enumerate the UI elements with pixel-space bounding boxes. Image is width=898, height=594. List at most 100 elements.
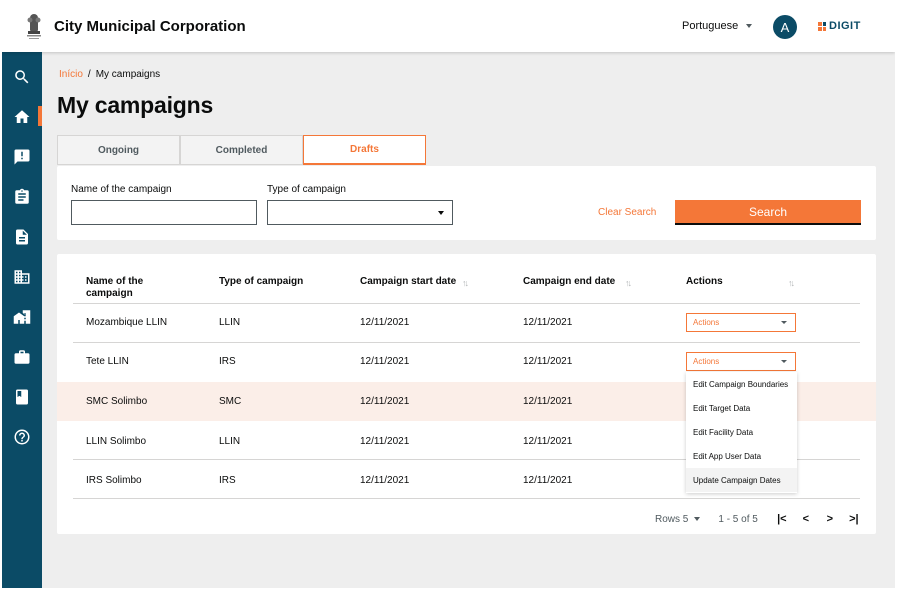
sidebar-item-city[interactable] (2, 303, 42, 331)
search-card: Name of the campaign Type of campaign Cl… (57, 166, 876, 240)
last-page-icon[interactable]: >| (849, 513, 859, 525)
header-campaign-name: Name of the campaign (86, 276, 144, 299)
sidebar-item-help[interactable] (2, 423, 42, 451)
avatar[interactable]: A (773, 15, 797, 39)
cell-type: SMC (219, 396, 242, 407)
header-start-date: Campaign start date (360, 276, 457, 287)
table-row: Mozambique LLIN LLIN 12/11/2021 12/11/20… (57, 304, 876, 343)
home-icon (14, 110, 30, 123)
cell-type: LLIN (219, 436, 241, 447)
menu-item-edit-facility-data[interactable]: Edit Facility Data (693, 427, 754, 437)
menu-item-edit-campaign-boundaries[interactable]: Edit Campaign Boundaries (693, 379, 789, 389)
sidebar-item-reports[interactable] (2, 383, 42, 411)
cell-type: IRS (219, 475, 236, 486)
org-title: City Municipal Corporation (54, 18, 246, 35)
actions-label: Actions (693, 357, 720, 366)
cell-end-date: 12/11/2021 (523, 317, 573, 328)
digit-logo: DIGIT (818, 20, 861, 32)
cell-name: Mozambique LLIN (86, 317, 168, 328)
tab-drafts[interactable]: Drafts (303, 135, 426, 165)
top-header: City Municipal Corporation Portuguese A … (2, 2, 895, 52)
sidebar-item-tasks[interactable] (2, 183, 42, 211)
campaign-type-select[interactable] (267, 200, 453, 225)
header-end-date: Campaign end date (523, 276, 616, 287)
tab-completed[interactable]: Completed (180, 135, 303, 165)
cell-end-date: 12/11/2021 (523, 356, 573, 367)
cell-name: IRS Solimbo (86, 475, 142, 486)
page-range: 1 - 5 of 5 (718, 513, 758, 525)
breadcrumb-separator: / (87, 69, 91, 80)
clipboard-icon (15, 188, 29, 204)
sidebar-item-work[interactable] (2, 343, 42, 371)
chevron-down-icon (746, 24, 753, 28)
sidebar-item-organisation[interactable] (2, 263, 42, 291)
breadcrumb-current: My campaigns (95, 69, 161, 80)
language-value: Portuguese (682, 20, 739, 32)
help-icon (14, 429, 30, 445)
chevron-down-icon[interactable] (694, 517, 701, 521)
digit-mark-icon (818, 21, 826, 31)
campaign-name-label: Name of the campaign (71, 184, 172, 195)
language-selector[interactable]: Portuguese (682, 20, 753, 32)
sidebar-item-complaints[interactable] (2, 143, 42, 171)
tab-ongoing[interactable]: Ongoing (57, 135, 180, 165)
cell-type: IRS (219, 356, 236, 367)
menu-item-edit-app-user-data[interactable]: Edit App User Data (693, 451, 762, 461)
menu-item-edit-target-data[interactable]: Edit Target Data (693, 403, 751, 413)
state-emblem-icon (27, 14, 41, 39)
sort-icon[interactable]: ↑↓ (462, 278, 469, 288)
cell-start-date: 12/11/2021 (360, 436, 410, 447)
sidebar-item-home[interactable] (2, 103, 42, 131)
rows-per-page[interactable]: Rows 5 (655, 513, 689, 525)
cell-name: SMC Solimbo (86, 396, 148, 407)
first-page-icon[interactable]: |< (777, 513, 787, 525)
city-icon (13, 310, 31, 324)
actions-menu: Edit Campaign Boundaries Edit Target Dat… (686, 372, 797, 493)
table-row: IRS Solimbo IRS 12/11/2021 12/11/2021 (57, 460, 876, 499)
sort-icon[interactable]: ↑↓ (788, 278, 795, 288)
table-row: LLIN Solimbo LLIN 12/11/2021 12/11/2021 (57, 421, 876, 460)
row-divider (73, 342, 860, 343)
search-icon (15, 70, 29, 84)
cell-start-date: 12/11/2021 (360, 317, 410, 328)
cell-type: LLIN (219, 317, 241, 328)
complaint-icon (14, 149, 30, 165)
book-icon (16, 389, 28, 405)
menu-item-update-campaign-dates[interactable]: Update Campaign Dates (686, 468, 797, 492)
building-icon (14, 270, 30, 284)
cell-start-date: 12/11/2021 (360, 475, 410, 486)
cell-start-date: 12/11/2021 (360, 396, 410, 407)
actions-dropdown[interactable]: Actions (686, 313, 796, 332)
chevron-down-icon (438, 211, 444, 215)
page-title: My campaigns (57, 92, 214, 118)
header-campaign-type: Type of campaign (219, 276, 304, 287)
actions-label: Actions (693, 318, 720, 327)
previous-page-icon[interactable]: < (802, 513, 810, 525)
sidebar-item-search[interactable] (2, 63, 42, 91)
table-row: Tete LLIN IRS 12/11/2021 12/11/2021 Acti… (57, 343, 876, 382)
breadcrumb-home-link[interactable]: Início (59, 69, 83, 80)
actions-dropdown[interactable]: Actions (686, 352, 796, 371)
header-divider (73, 303, 860, 304)
campaign-tabs: Ongoing Completed Drafts (57, 135, 426, 165)
sort-icon[interactable]: ↑↓ (625, 278, 632, 288)
cell-end-date: 12/11/2021 (523, 436, 573, 447)
campaign-name-input[interactable] (71, 200, 257, 225)
cell-name: LLIN Solimbo (86, 436, 147, 447)
header-actions: Actions (686, 276, 723, 287)
breadcrumb: Início / My campaigns (59, 69, 160, 80)
cell-end-date: 12/11/2021 (523, 396, 573, 407)
row-divider (73, 498, 860, 499)
chevron-down-icon (781, 321, 787, 324)
next-page-icon[interactable]: > (826, 513, 834, 525)
cell-name: Tete LLIN (86, 356, 129, 367)
sidebar (2, 52, 42, 588)
sidebar-item-documents[interactable] (2, 223, 42, 251)
search-button[interactable]: Search (675, 200, 861, 225)
briefcase-icon (14, 350, 30, 364)
cell-end-date: 12/11/2021 (523, 475, 573, 486)
document-icon (16, 229, 28, 245)
clear-search-link[interactable]: Clear Search (598, 207, 657, 218)
brand-name: DIGIT (829, 20, 861, 32)
